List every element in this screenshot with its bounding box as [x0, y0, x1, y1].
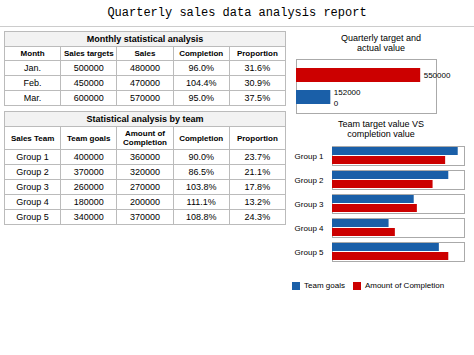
html-text:200000: 200000: [129, 197, 160, 207]
html-text:86.5%: 86.5%: [188, 167, 214, 177]
html-text:Sales targets: Sales targets: [63, 49, 114, 58]
html-text:17.8%: 17.8%: [244, 182, 271, 192]
html-text:Quarterly sales data analysis: Quarterly sales data analysis report: [107, 6, 367, 20]
html-text:Quarterly target and actual va: Quarterly target and actual value: [341, 33, 421, 53]
html-text:Mar.: Mar.: [23, 93, 42, 103]
html-text:31.6%: 31.6%: [244, 63, 271, 73]
html-text:90.0%: 90.0%: [188, 152, 214, 162]
html-text:23.7%: 23.7%: [244, 152, 271, 162]
html-text:Jan.: Jan.: [24, 63, 42, 73]
html-text:570000: 570000: [129, 93, 160, 103]
html-text:21.1%: 21.1%: [244, 167, 271, 177]
html-text:450000: 450000: [73, 78, 104, 88]
html-text:370000: 370000: [129, 212, 160, 222]
html-text:Proportion: Proportion: [236, 49, 278, 58]
svg-text:152000: 152000: [334, 88, 361, 97]
svg-text:Group 2: Group 2: [295, 176, 324, 185]
html-text:Group 5: Group 5: [16, 212, 49, 222]
html-text:360000: 360000: [129, 152, 160, 162]
html-text:370000: 370000: [73, 167, 104, 177]
html-text:96.0%: 96.0%: [188, 63, 214, 73]
html-text:Completion: Completion: [179, 133, 224, 143]
html-text:111.1%: 111.1%: [186, 197, 216, 207]
html-text:Group 4: Group 4: [16, 197, 49, 207]
html-text:Sales Team: Sales Team: [10, 133, 55, 143]
html-text:24.3%: 24.3%: [244, 212, 271, 222]
html-text:Feb.: Feb.: [23, 78, 42, 88]
html-text:480000: 480000: [129, 63, 160, 73]
html-text:104.4%: 104.4%: [185, 78, 217, 88]
svg-text:Group 1: Group 1: [295, 152, 324, 161]
html-text:260000: 260000: [73, 182, 104, 192]
html-text:30.9%: 30.9%: [244, 78, 271, 88]
html-text:37.5%: 37.5%: [244, 93, 271, 103]
html-text:Completion: Completion: [179, 49, 224, 58]
html-text:Team goals: Team goals: [304, 281, 345, 290]
html-text:Proportion: Proportion: [236, 133, 278, 143]
html-text:13.2%: 13.2%: [244, 197, 271, 207]
html-text:Month: Month: [20, 49, 45, 58]
html-text:500000: 500000: [73, 63, 104, 73]
html-text:Amount of Completion: Amount of Completion: [123, 129, 167, 147]
svg-text:Group 3: Group 3: [295, 200, 324, 209]
html-text:95.0%: 95.0%: [188, 93, 214, 103]
html-text:Sales: Sales: [134, 49, 156, 58]
html-text:108.8%: 108.8%: [185, 212, 217, 222]
html-text:Group 2: Group 2: [16, 167, 49, 177]
svg-text:Group 5: Group 5: [295, 248, 324, 257]
html-text:Statistical analysis by team: Statistical analysis by team: [86, 114, 204, 124]
html-text:600000: 600000: [73, 93, 104, 103]
html-text:470000: 470000: [129, 78, 160, 88]
svg-text:0: 0: [334, 99, 339, 108]
svg-text:550000: 550000: [424, 71, 451, 80]
html-text:Monthly statistical analysis: Monthly statistical analysis: [86, 34, 204, 44]
html-text:400000: 400000: [73, 152, 104, 162]
html-text:320000: 320000: [129, 167, 160, 177]
html-text:180000: 180000: [73, 197, 104, 207]
html-text:Team target value VS completio: Team target value VS completion value: [338, 119, 424, 139]
html-text:103.8%: 103.8%: [185, 182, 217, 192]
svg-text:Group 4: Group 4: [295, 224, 324, 233]
html-text:270000: 270000: [129, 182, 160, 192]
html-text:Team goals: Team goals: [67, 133, 111, 143]
html-text:340000: 340000: [73, 212, 104, 222]
html-text:Amount of Completion: Amount of Completion: [364, 281, 445, 290]
html-text:Group 3: Group 3: [16, 182, 49, 192]
html-text:Group 1: Group 1: [16, 152, 49, 162]
